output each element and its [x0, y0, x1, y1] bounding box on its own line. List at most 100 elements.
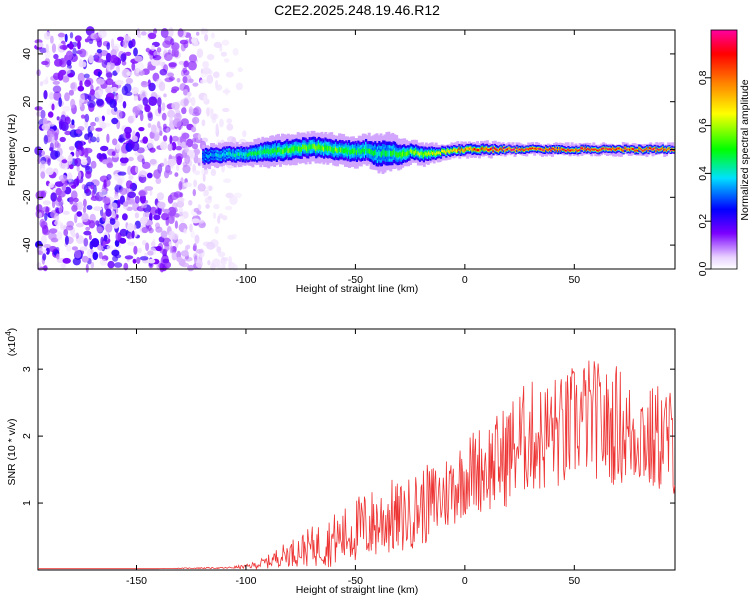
heatmap-cell	[542, 149, 545, 151]
heatmap-cell	[125, 51, 132, 57]
heatmap-cell	[197, 133, 201, 140]
heatmap-cell	[105, 72, 113, 78]
heatmap-cell	[183, 228, 187, 234]
heatmap-cell	[618, 147, 621, 150]
heatmap-cell	[84, 166, 90, 171]
heatmap-cell	[205, 204, 210, 209]
heatmap-cell	[64, 130, 72, 136]
heatmap-cell	[83, 230, 92, 236]
heatmap-cell	[192, 137, 197, 143]
heatmap-cell	[47, 122, 56, 127]
heatmap-cell	[270, 149, 273, 155]
heatmap-cell	[627, 148, 630, 151]
heatmap-cell	[174, 112, 182, 121]
heatmap-cell	[191, 111, 200, 117]
heatmap-cell	[138, 127, 145, 132]
heatmap-cell	[62, 257, 71, 264]
heatmap-cell	[169, 245, 174, 254]
heatmap-cell	[49, 228, 58, 234]
heatmap-cell	[133, 245, 138, 255]
heatmap-cell	[142, 97, 149, 106]
heatmap-cell	[241, 153, 244, 157]
heatmap-cell	[215, 152, 218, 157]
heatmap-cell	[379, 151, 382, 158]
heatmap-cell	[100, 50, 109, 57]
heatmap-cell	[303, 144, 306, 150]
heatmap-cell	[188, 200, 193, 206]
heatmap-cell	[254, 150, 257, 155]
heatmap-cell	[382, 149, 385, 156]
heatmap-cell	[61, 159, 68, 164]
heatmap-cell	[212, 153, 215, 158]
heatmap-cell	[208, 185, 213, 191]
heatmap-cell	[163, 158, 168, 167]
heatmap-cell	[174, 220, 178, 229]
heatmap-cell	[90, 184, 94, 190]
heatmap-cell	[577, 149, 580, 152]
heatmap-cell	[58, 97, 62, 108]
heatmap-cell	[42, 229, 50, 236]
heatmap-cell	[126, 232, 133, 240]
heatmap-cell	[112, 43, 121, 50]
heatmap-cell	[362, 147, 365, 153]
colorbar-tick-label: 0.0	[697, 262, 709, 277]
heatmap-cell	[277, 147, 280, 153]
heatmap-cell	[644, 148, 647, 151]
heatmap-cell	[233, 153, 236, 158]
heatmap-cell	[43, 264, 48, 272]
heatmap-cell	[378, 149, 381, 156]
heatmap-cell	[93, 206, 103, 211]
heatmap-cell	[97, 71, 101, 78]
heatmap-cell	[257, 150, 260, 155]
heatmap-cell	[70, 82, 76, 90]
heatmap-cell	[520, 149, 523, 151]
heatmap-cell	[556, 149, 559, 152]
heatmap-cell	[208, 154, 211, 158]
heatmap-cell	[214, 226, 219, 235]
heatmap-cell	[355, 150, 358, 155]
heatmap-cell	[76, 201, 83, 211]
heatmap-cell	[145, 242, 150, 251]
heatmap-cell	[524, 149, 527, 152]
heatmap-cell	[548, 148, 552, 150]
heatmap-cell	[165, 164, 171, 174]
heatmap-cell	[167, 206, 177, 217]
heatmap-cell	[210, 152, 213, 157]
heatmap-cell	[117, 199, 121, 208]
heatmap-cell	[420, 151, 423, 156]
heatmap-cell	[554, 149, 557, 151]
heatmap-cell	[610, 148, 613, 151]
heatmap-cell	[189, 223, 193, 233]
heatmap-cell	[54, 58, 63, 67]
heatmap-cell	[543, 149, 546, 152]
heatmap-cell	[192, 82, 199, 87]
heatmap-cell	[615, 148, 619, 151]
heatmap-cell	[409, 148, 412, 153]
heatmap-cell	[54, 150, 61, 158]
y-tick-label: 20	[21, 96, 33, 108]
heatmap-cell	[76, 165, 80, 172]
heatmap-cell	[131, 230, 135, 239]
y-tick-label: -40	[21, 237, 33, 252]
heatmap-cell	[273, 148, 276, 154]
heatmap-cell	[434, 152, 437, 156]
heatmap-cell	[49, 133, 55, 143]
heatmap-cell	[127, 222, 135, 232]
heatmap-cell	[323, 146, 326, 152]
heatmap-cell	[162, 135, 168, 142]
heatmap-cell	[75, 222, 84, 228]
heatmap-cell	[42, 200, 51, 206]
heatmap-cell	[125, 77, 133, 84]
heatmap-cell	[266, 148, 269, 154]
heatmap-cell	[206, 74, 214, 84]
heatmap-cell	[141, 226, 149, 234]
heatmap-cell	[235, 82, 243, 91]
heatmap-cell	[563, 148, 566, 151]
heatmap-cell	[49, 147, 54, 152]
heatmap-cell	[120, 53, 127, 62]
heatmap-cell	[74, 213, 78, 224]
heatmap-cell	[206, 241, 216, 250]
heatmap-cell	[612, 147, 615, 150]
heatmap-cell	[222, 107, 230, 113]
